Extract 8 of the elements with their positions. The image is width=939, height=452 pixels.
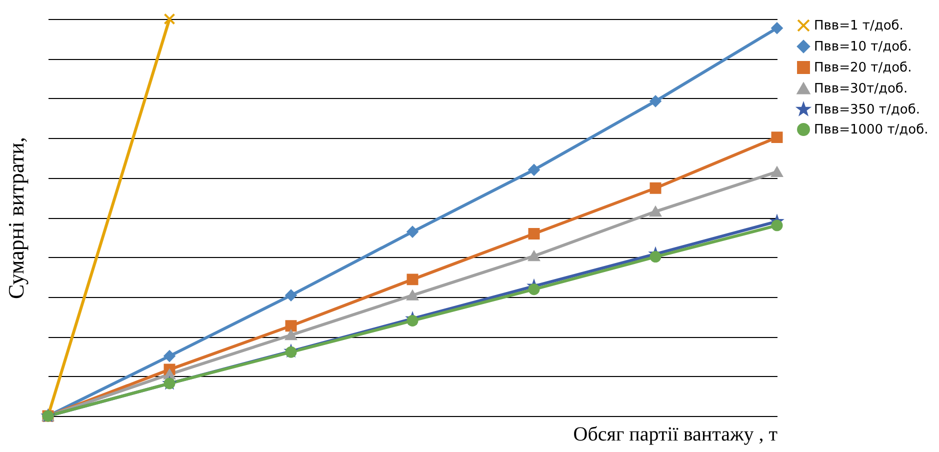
legend-label: Пвв=20 т/доб. — [814, 60, 912, 76]
y-axis-title: Сумарні витрати, — [4, 137, 28, 299]
legend-label: Пвв=10 т/доб. — [814, 40, 912, 54]
legend-label: Пвв=1 т/доб. — [814, 18, 904, 34]
x-axis-title: Обсяг партії вантажу , т — [573, 424, 778, 446]
legend-label: Пвв=350 т/доб. — [814, 102, 920, 118]
legend-label: Пвв=1000 т/доб. — [814, 122, 928, 138]
legend-label: Пвв=30т/доб. — [814, 82, 908, 96]
